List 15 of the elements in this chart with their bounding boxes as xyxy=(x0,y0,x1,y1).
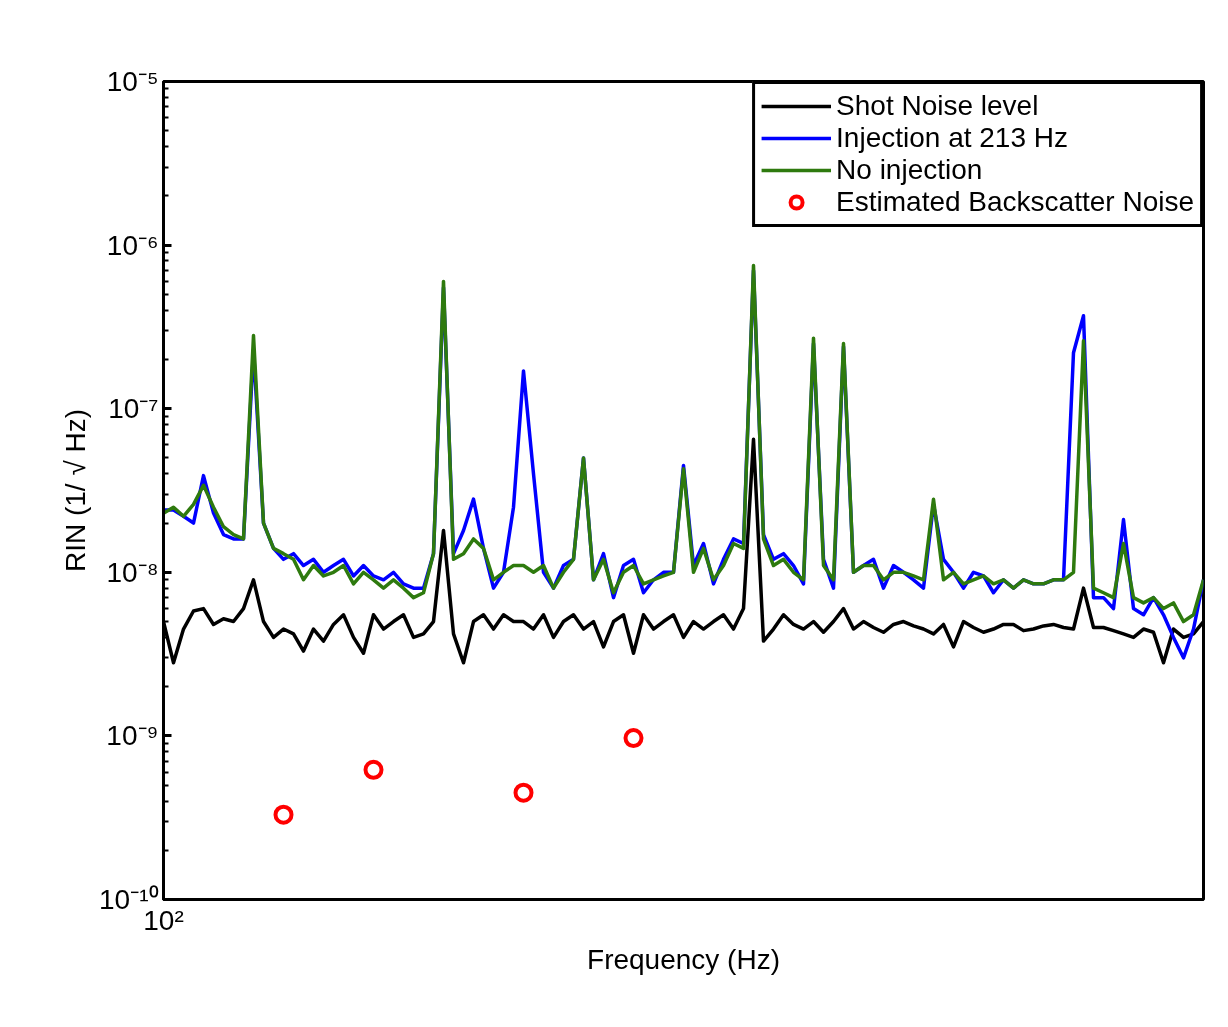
point xyxy=(623,728,644,749)
legend-label: No injection xyxy=(836,154,983,186)
y-tick-label: 10⁻⁵ xyxy=(106,66,159,97)
x-axis-title: Frequency (Hz) xyxy=(587,943,780,975)
y-tick-label: 10⁻⁹ xyxy=(106,720,159,752)
point xyxy=(273,804,294,825)
legend-label: Estimated Backscatter Noise xyxy=(836,186,1194,218)
legend-label: Shot Noise level xyxy=(836,90,1039,122)
y-tick-label: 10⁻⁷ xyxy=(108,393,159,425)
y-tick-label: 10⁻⁸ xyxy=(106,556,159,588)
y-axis-title: RIN (1/ √ Hz) xyxy=(60,408,92,573)
legend-label: Injection at 213 Hz xyxy=(836,122,1068,154)
point xyxy=(513,782,534,803)
y-tick-label: 10⁻⁶ xyxy=(106,229,159,261)
point xyxy=(363,759,384,780)
